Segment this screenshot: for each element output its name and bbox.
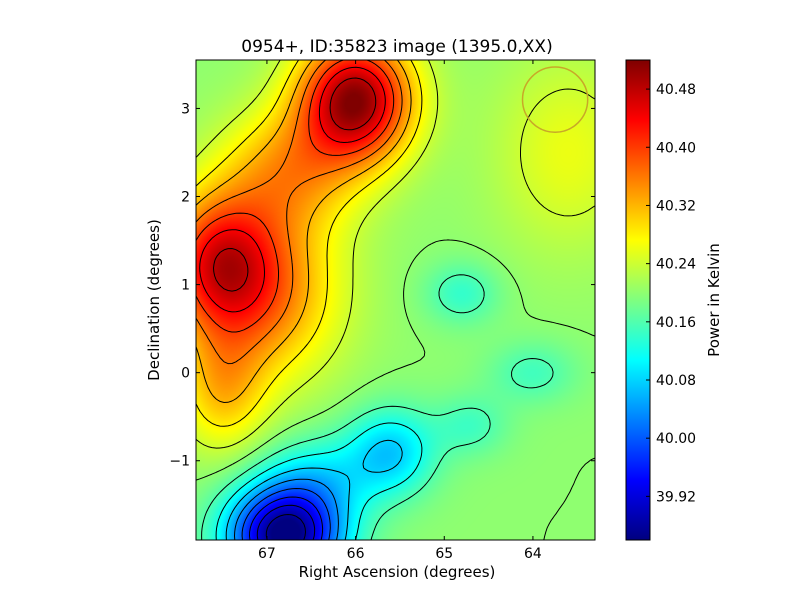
contour-line: [196, 60, 395, 333]
contour-line: [196, 60, 423, 427]
contour-line: [201, 274, 554, 540]
colorbar-tick-label: 40.16: [656, 315, 696, 331]
colorbar-tick-label: 39.92: [656, 489, 696, 505]
contour-line: [225, 439, 403, 540]
y-tick-label: 3: [181, 101, 190, 117]
x-axis: 67 66 65 64: [258, 60, 542, 562]
contour-line: [234, 478, 339, 540]
y-tick-label: 0: [181, 366, 190, 382]
heatmap-image: [196, 60, 595, 540]
x-tick-label: 64: [524, 546, 542, 562]
colorbar-tick-label: 40.48: [656, 82, 696, 98]
colorbar-axis: 39.92 40.00 40.08 40.16 40.24 40.32 40.40 40.48: [646, 82, 696, 505]
contour-lines: [196, 60, 595, 540]
contour-line: [196, 60, 595, 449]
colorbar-label: Power in Kelvin: [705, 243, 723, 357]
y-axis-label: Declination (degrees): [145, 219, 163, 381]
x-axis-label: Right Ascension (degrees): [299, 563, 496, 581]
colorbar-tick-label: 40.40: [656, 140, 696, 156]
colorbar-tick-label: 40.00: [656, 431, 696, 447]
x-tick-label: 66: [347, 546, 365, 562]
plot-frame: [195, 59, 596, 541]
y-tick-label: 1: [181, 278, 190, 294]
colorbar-tick-label: 40.24: [656, 257, 696, 273]
contour-line: [215, 422, 423, 540]
x-tick-label: 67: [258, 546, 276, 562]
heatmap-area: [196, 60, 595, 540]
contour-line: [196, 239, 595, 540]
y-tick-label: 2: [181, 190, 190, 206]
chart-title: 0954+, ID:35823 image (1395.0,XX): [241, 37, 552, 57]
contour-line: [199, 66, 386, 313]
beam-marker: [521, 66, 589, 133]
contour-line: [196, 60, 403, 365]
x-tick-label: 65: [435, 546, 453, 562]
contour-line: [241, 488, 331, 540]
contour-line: [249, 496, 324, 540]
colorbar-tick-label: 40.32: [656, 198, 696, 214]
contour-line: [256, 504, 316, 540]
y-axis: −1 0 1 2 3: [169, 101, 595, 470]
colorbar: [625, 59, 651, 541]
colorbar-tick-label: 40.08: [656, 373, 696, 389]
contour-line: [213, 77, 377, 292]
y-tick-label: −1: [169, 454, 190, 470]
